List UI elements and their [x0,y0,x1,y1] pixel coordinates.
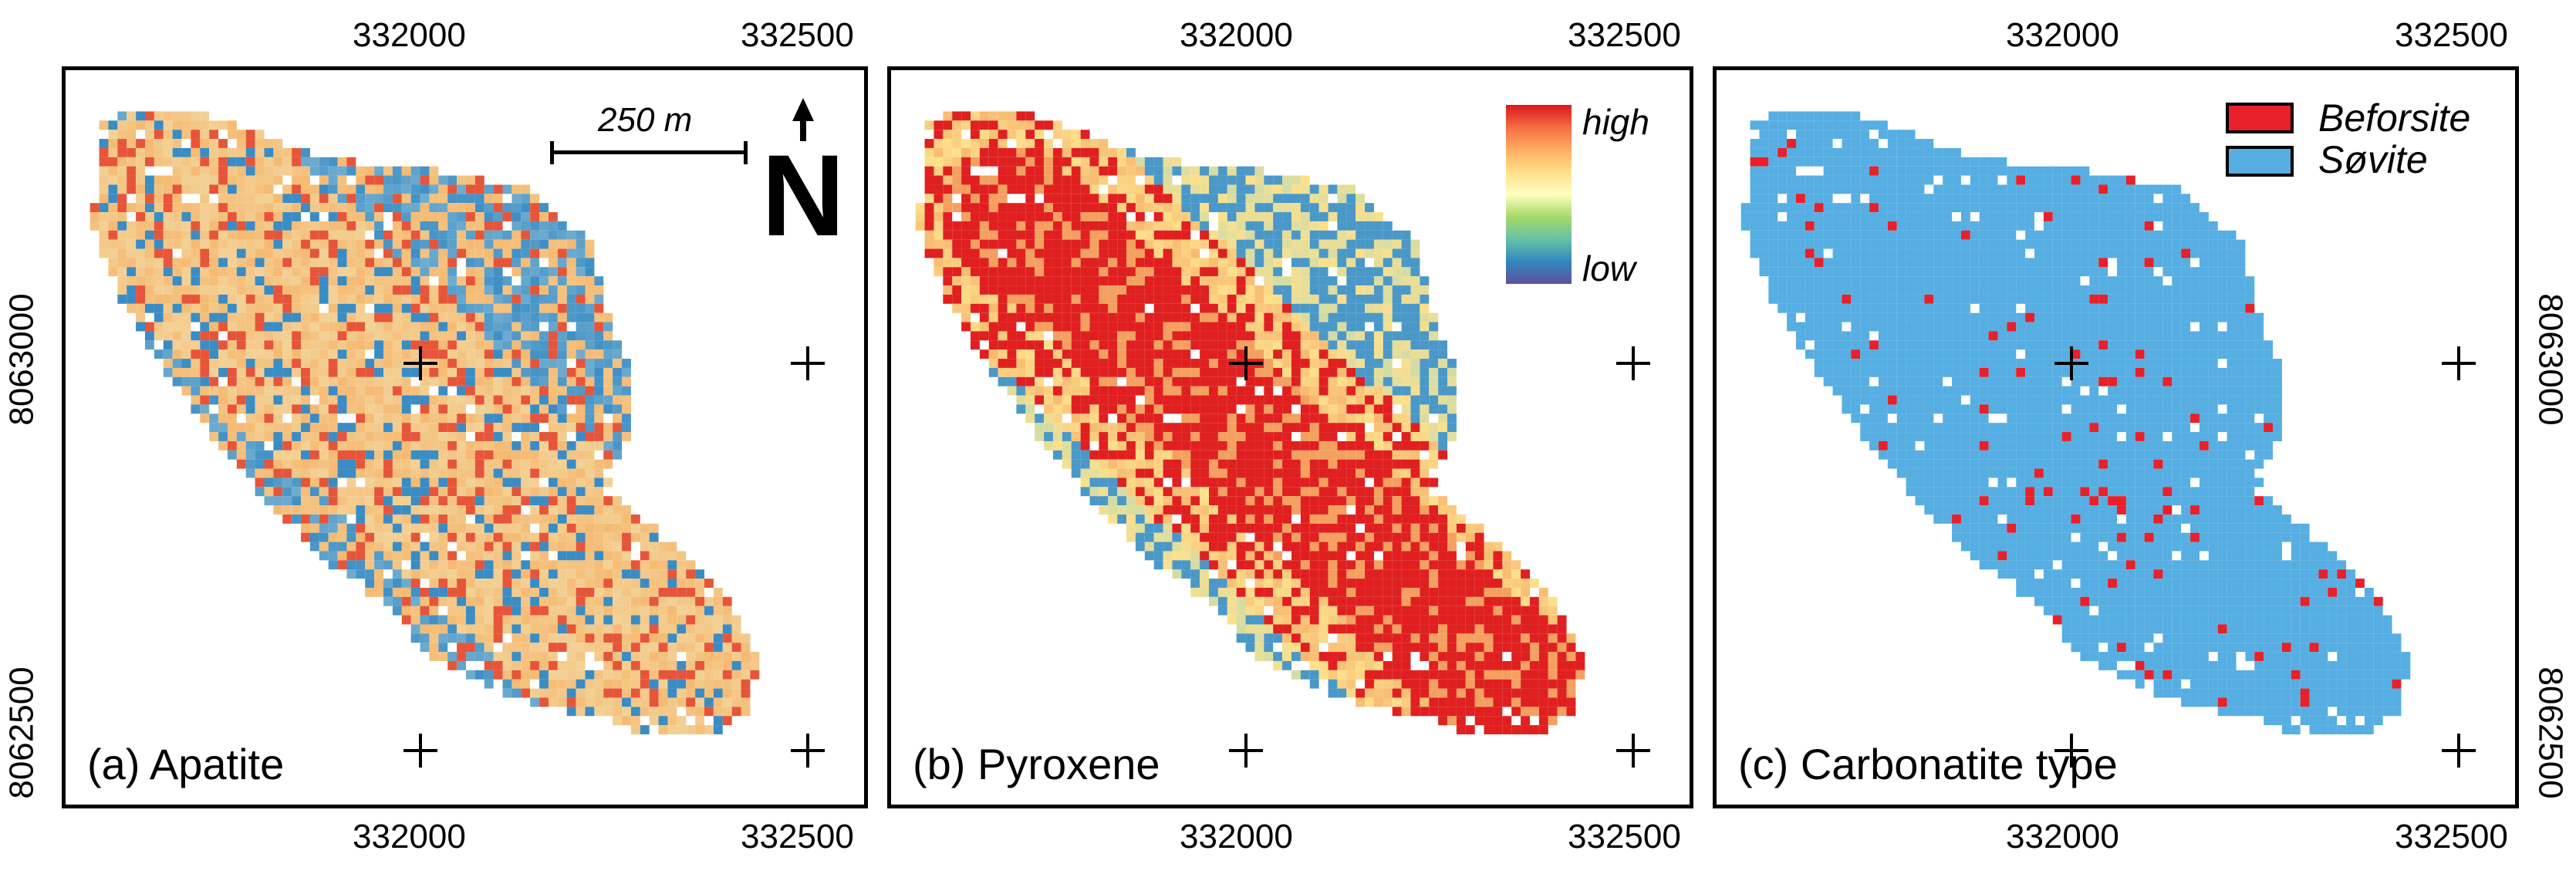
pyroxene-map [915,111,1585,734]
x-tick-bottom-332000-c: 332000 [2006,818,2119,855]
colorbar-high-label: high [1582,102,1649,142]
colorbar-low-label: low [1582,248,1636,289]
panel-apatite: 250 m N (a) Apatite [62,66,868,808]
grid-cross-sw [2054,734,2088,768]
panel-pyroxene: high low (b) Pyroxene [887,66,1693,808]
panel-label-apatite: (a) Apatite [87,740,285,788]
grid-cross-nw [403,346,437,380]
panel-carbonatite: Beforsite Søvite (c) Carbonatite type [1713,66,2519,808]
grid-cross-nw [1229,346,1263,380]
y-tick-right-8062500: 8062500 [2531,666,2570,799]
legend-swatch-sovite [2226,146,2294,177]
grid-cross-sw [1229,734,1263,768]
grid-cross-se [1616,734,1650,768]
panel-label-carbonatite: (c) Carbonatite type [1738,740,2118,788]
y-tick-right-8063000: 8063000 [2531,293,2570,426]
x-tick-bottom-332500-a: 332500 [741,818,854,855]
grid-cross-ne [1616,346,1650,380]
legend-label-beforsite: Beforsite [2318,96,2471,140]
grid-cross-ne [791,346,825,380]
x-tick-bottom-332500-b: 332500 [1568,818,1681,855]
x-tick-bottom-332000-a: 332000 [353,818,466,855]
y-tick-left-8063000: 8063000 [2,293,41,426]
legend-swatch-beforsite [2226,103,2294,133]
x-tick-bottom-332500-c: 332500 [2395,818,2508,855]
x-tick-top-332000-c: 332000 [2006,16,2119,54]
north-arrow-icon: N [766,98,840,237]
y-tick-left-8062500: 8062500 [2,666,41,799]
legend-label-sovite: Søvite [2318,138,2428,181]
grid-cross-ne [2442,346,2476,380]
scale-bar-label: 250 m [598,101,693,139]
grid-cross-se [791,734,825,768]
x-tick-top-332500-a: 332500 [741,16,854,54]
x-tick-top-332500-b: 332500 [1568,16,1681,54]
scale-bar [550,137,751,167]
x-tick-top-332000-a: 332000 [353,16,466,54]
x-tick-top-332000-b: 332000 [1180,16,1293,54]
x-tick-top-332500-c: 332500 [2395,16,2508,54]
grid-cross-nw [2054,346,2088,380]
grid-cross-se [2442,734,2476,768]
apatite-map [89,111,760,734]
carbonatite-map [1740,111,2411,734]
north-arrow-letter: N [766,130,840,237]
panel-label-pyroxene: (b) Pyroxene [913,740,1160,788]
colorbar [1506,105,1572,284]
grid-cross-sw [403,734,437,768]
x-tick-bottom-332000-b: 332000 [1180,818,1293,855]
